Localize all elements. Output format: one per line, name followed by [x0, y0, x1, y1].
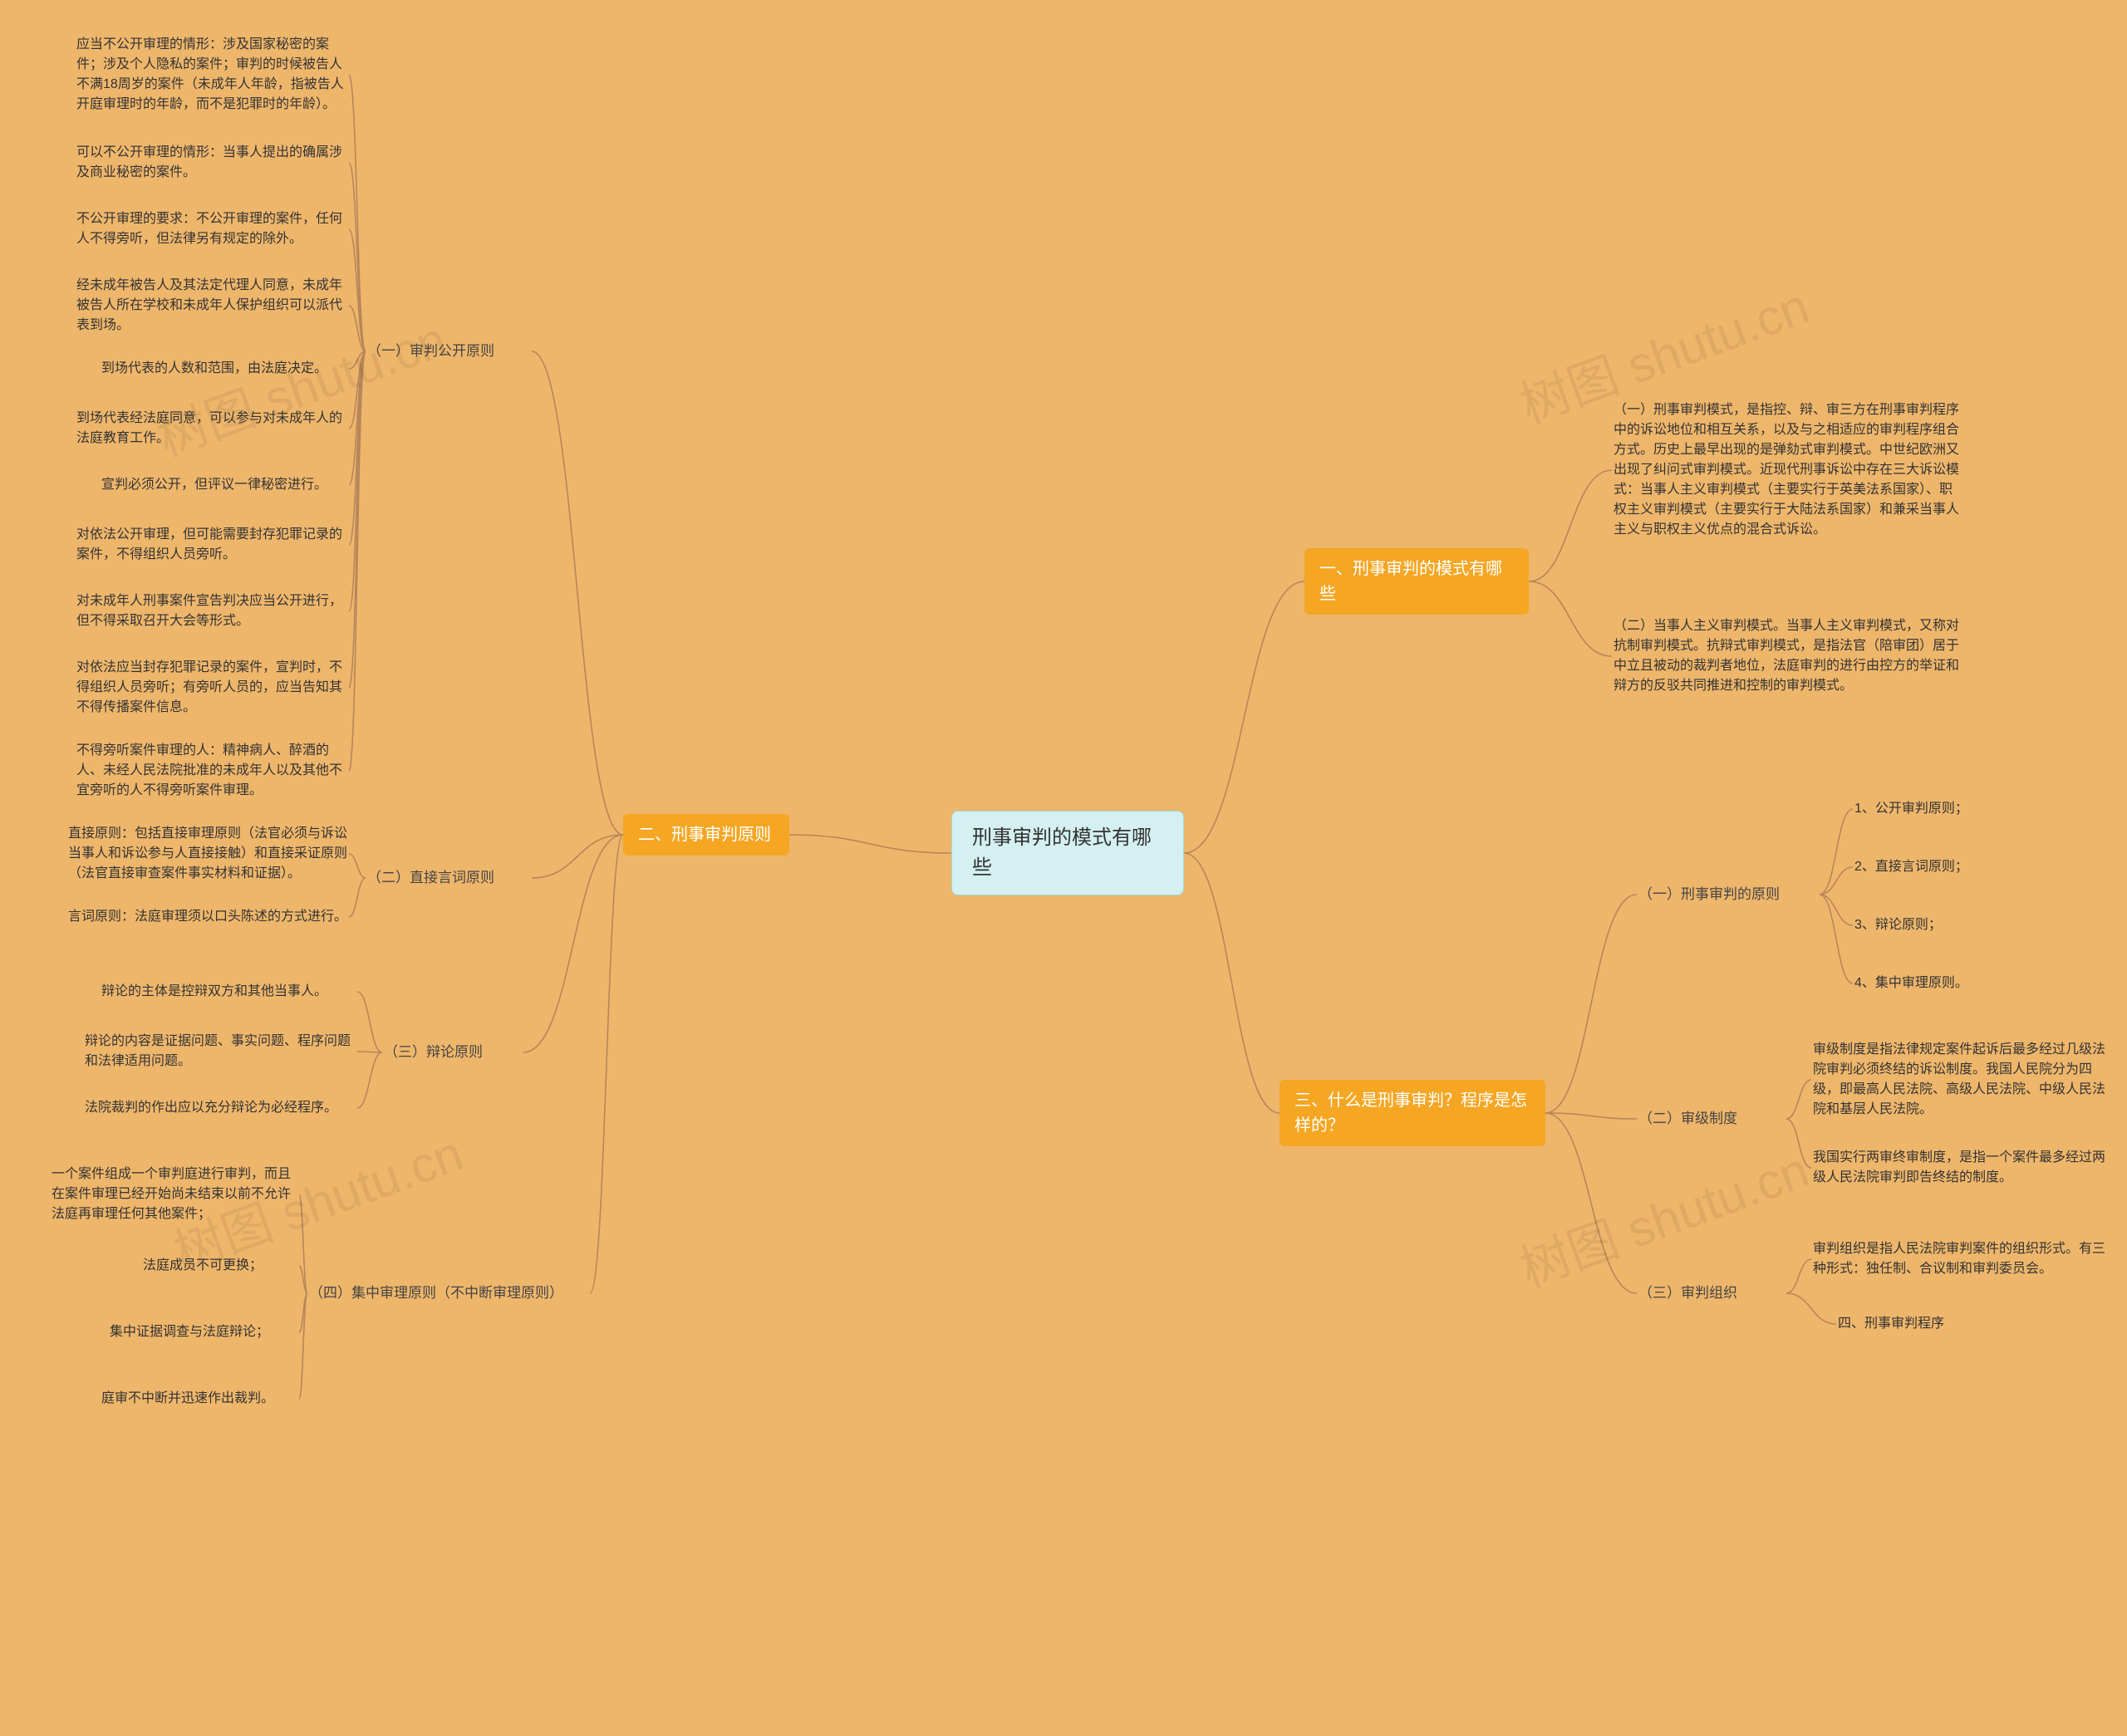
node-l2a5: 到场代表的人数和范围，由法庭决定。: [100, 357, 349, 380]
connector: [1786, 1080, 1811, 1119]
connector: [1529, 470, 1612, 581]
connector: [349, 351, 366, 771]
connector: [1545, 1113, 1637, 1293]
connector: [1529, 581, 1612, 656]
connector: [299, 1194, 307, 1293]
node-l2b: （二）直接言词原则: [366, 864, 532, 892]
node-r3a1: 1、公开审判原则；: [1853, 797, 2019, 821]
watermark: 树图 shutu.cn: [1509, 1130, 1817, 1301]
node-r3c1: 审判组织是指人民法院审判案件的组织形式。有三种形式：独任制、合议制和审判委员会。: [1811, 1238, 2110, 1281]
connector: [532, 351, 623, 835]
node-l2a9: 对未成年人刑事案件宣告判决应当公开进行，但不得采取召开大会等形式。: [75, 590, 349, 633]
connector: [349, 878, 366, 917]
connector: [349, 351, 366, 545]
connector: [349, 229, 366, 351]
node-l2d1: 一个案件组成一个审判庭进行审判，而且在案件审理已经开始尚未结束以前不允许法庭再审…: [50, 1163, 299, 1226]
node-r3[interactable]: 三、什么是刑事审判？程序是怎样的？: [1280, 1080, 1545, 1146]
node-l2c1: 辩论的主体是控辩双方和其他当事人。: [100, 980, 357, 1003]
node-l2a2: 可以不公开审理的情形：当事人提出的确属涉及商业秘密的案件。: [75, 141, 349, 184]
node-l2a3: 不公开审理的要求：不公开审理的案件，任何人不得旁听，但法律另有规定的除外。: [75, 208, 349, 251]
node-l2d3: 集中证据调查与法庭辩论；: [108, 1321, 299, 1344]
node-r3b: （二）审级制度: [1637, 1105, 1786, 1133]
node-l2a6: 到场代表经法庭同意，可以参与对未成年人的法庭教育工作。: [75, 407, 349, 450]
connector: [1820, 895, 1853, 925]
node-r3a3: 3、辩论原则；: [1853, 914, 2019, 937]
connector: [299, 1293, 307, 1332]
connector: [1184, 853, 1280, 1113]
connector: [1820, 895, 1853, 983]
connector: [532, 835, 623, 878]
connector: [1786, 1119, 1811, 1168]
connector: [349, 306, 366, 351]
connector: [1786, 1259, 1811, 1293]
node-l2b2: 言词原则：法庭审理须以口头陈述的方式进行。: [66, 905, 349, 929]
node-l2a: （一）审判公开原则: [366, 337, 532, 365]
connector: [1545, 1113, 1637, 1119]
connector: [349, 163, 366, 351]
node-l2a10: 对依法应当封存犯罪记录的案件，宣判时，不得组织人员旁听；有旁听人员的，应当告知其…: [75, 656, 349, 719]
node-l2b1: 直接原则：包括直接审理原则（法官必须与诉讼当事人和诉讼参与人直接接触）和直接采证…: [66, 822, 349, 885]
node-l2[interactable]: 二、刑事审判原则: [623, 814, 789, 856]
node-l2a7: 宣判必须公开，但评议一律秘密进行。: [100, 473, 349, 497]
node-l2d4: 庭审不中断并迅速作出裁判。: [100, 1387, 299, 1410]
connector: [1545, 895, 1637, 1113]
node-r1b: （二）当事人主义审判模式。当事人主义审判模式，又称对抗制审判模式。抗辩式审判模式…: [1612, 615, 1961, 698]
node-r3b1: 审级制度是指法律规定案件起诉后最多经过几级法院审判必须终结的诉讼制度。我国人民院…: [1811, 1038, 2110, 1121]
connector: [349, 75, 366, 351]
node-l2c2: 辩论的内容是证据问题、事实问题、程序问题和法律适用问题。: [83, 1030, 357, 1073]
connector: [1786, 1293, 1836, 1324]
connector: [349, 854, 366, 878]
node-r1a: （一）刑事审判模式，是指控、辩、审三方在刑事审判程序中的诉讼地位和相互关系，以及…: [1612, 399, 1961, 542]
connector: [299, 1293, 307, 1399]
node-r3b2: 我国实行两审终审制度，是指一个案件最多经过两级人民法院审判即告终结的制度。: [1811, 1146, 2110, 1189]
connector: [1820, 867, 1853, 895]
connector: [349, 351, 366, 485]
node-r3c2: 四、刑事审判程序: [1836, 1312, 2002, 1336]
connector: [1820, 809, 1853, 895]
node-l2c3: 法院裁判的作出应以充分辩论为必经程序。: [83, 1096, 357, 1120]
node-l2a11: 不得旁听案件审理的人：精神病人、醉酒的人、未经人民法院批准的未成年人以及其他不宜…: [75, 739, 349, 802]
connector: [299, 1266, 307, 1293]
node-l2d2: 法庭成员不可更换；: [141, 1254, 299, 1277]
node-r3c: （三）审判组织: [1637, 1279, 1786, 1307]
node-l2a1: 应当不公开审理的情形：涉及国家秘密的案件；涉及个人隐私的案件；审判的时候被告人不…: [75, 33, 349, 116]
connector: [789, 835, 951, 853]
connector: [349, 351, 366, 611]
mindmap-canvas: 树图 shutu.cn树图 shutu.cn树图 shutu.cn树图 shut…: [0, 0, 2127, 1736]
node-l2a4: 经未成年被告人及其法定代理人同意，未成年被告人所在学校和未成年人保护组织可以派代…: [75, 274, 349, 337]
node-l2d: （四）集中审理原则（不中断审理原则）: [307, 1279, 590, 1307]
node-r3a2: 2、直接言词原则；: [1853, 856, 2019, 879]
node-root[interactable]: 刑事审判的模式有哪些: [951, 811, 1184, 895]
connector: [349, 351, 366, 429]
node-l2c: （三）辩论原则: [382, 1038, 523, 1067]
node-r3a4: 4、集中审理原则。: [1853, 972, 2019, 995]
connector: [523, 835, 623, 1052]
connector: [357, 992, 382, 1052]
connector: [590, 835, 623, 1293]
node-r3a: （一）刑事审判的原则: [1637, 880, 1820, 909]
connector: [349, 351, 366, 369]
connector: [1184, 581, 1304, 853]
connector: [357, 1052, 382, 1108]
node-l2a8: 对依法公开审理，但可能需要封存犯罪记录的案件，不得组织人员旁听。: [75, 523, 349, 566]
node-r1[interactable]: 一、刑事审判的模式有哪些: [1304, 548, 1529, 615]
connector: [349, 351, 366, 688]
